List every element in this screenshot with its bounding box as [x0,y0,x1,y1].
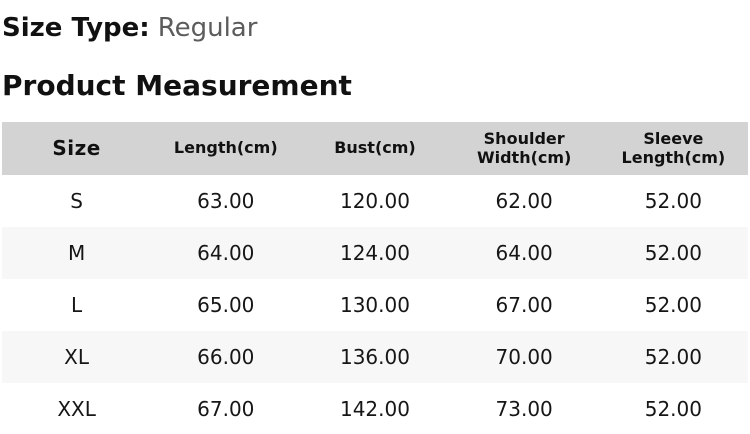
cell-shoulder: 62.00 [495,189,553,213]
cell-shoulder: 64.00 [495,241,553,265]
cell-length: 64.00 [197,241,255,265]
cell-bust: 142.00 [339,397,410,421]
table-row-xl: XL 66.00 136.00 70.00 52.00 [2,331,748,383]
cell-bust: 124.00 [339,241,410,265]
cell-size: XXL [57,397,96,421]
measurement-table: Size Length(cm) Bust(cm) Shoulder Width(… [2,122,748,434]
cell-size: XL [64,345,90,369]
cell-length: 65.00 [197,293,255,317]
column-header-length: Length(cm) [151,122,301,175]
table-row-xxl: XXL 67.00 142.00 73.00 52.00 [2,383,748,434]
product-measurement-title: Product Measurement [2,69,352,102]
column-header-bust: Bust(cm) [300,122,450,175]
table-row-s: S 63.00 120.00 62.00 52.00 [2,175,748,227]
table-header-row: Size Length(cm) Bust(cm) Shoulder Width(… [2,122,748,175]
column-header-size: Size [2,122,152,175]
size-type-label: Size Type: [2,13,150,43]
cell-sleeve: 52.00 [644,397,702,421]
column-header-shoulder: Shoulder Width(cm) [449,122,599,175]
cell-shoulder: 67.00 [495,293,553,317]
size-chart-panel: Size Type: Regular Product Measurement Si… [0,10,750,434]
cell-size: M [67,241,86,265]
cell-sleeve: 52.00 [644,293,702,317]
size-type-value: Regular [157,13,258,43]
cell-sleeve: 52.00 [644,345,702,369]
cell-length: 63.00 [197,189,255,213]
cell-bust: 120.00 [339,189,410,213]
cell-sleeve: 52.00 [644,241,702,265]
cell-shoulder: 70.00 [495,345,553,369]
cell-size: L [71,293,83,317]
cell-length: 66.00 [197,345,255,369]
cell-shoulder: 73.00 [495,397,553,421]
cell-bust: 130.00 [339,293,410,317]
size-type-line: Size Type: Regular [2,10,748,46]
column-header-sleeve: Sleeve Length(cm) [598,122,748,175]
table-row-m: M 64.00 124.00 64.00 52.00 [2,227,748,279]
table-row-l: L 65.00 130.00 67.00 52.00 [2,279,748,331]
cell-length: 67.00 [197,397,255,421]
cell-size: S [70,189,83,213]
cell-sleeve: 52.00 [644,189,702,213]
cell-bust: 136.00 [339,345,410,369]
